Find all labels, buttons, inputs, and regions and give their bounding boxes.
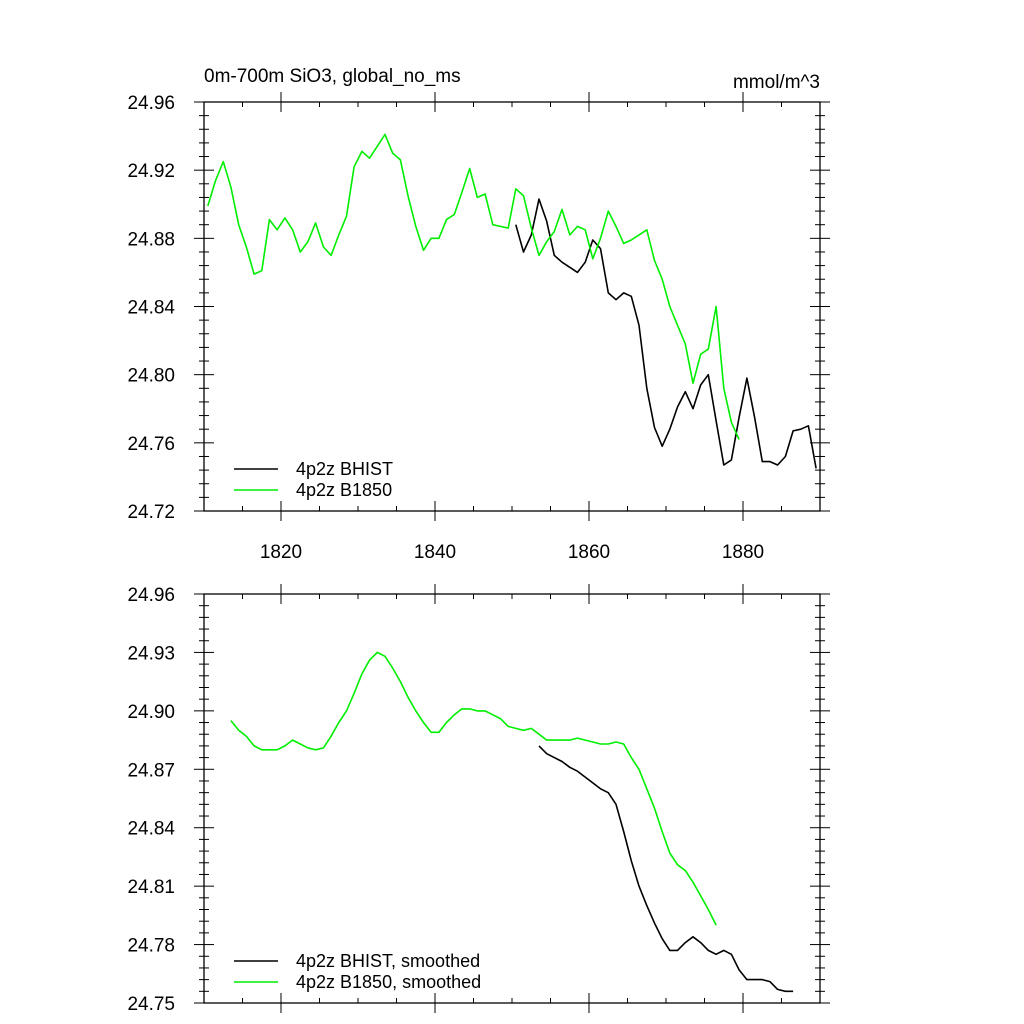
bottom-panel-y-tick-label: 24.81: [127, 877, 175, 898]
top-panel-y-tick-label: 24.88: [127, 229, 175, 250]
top-panel: 0m-700m SiO3, global_no_ms mmol/m^3 24.7…: [127, 66, 830, 563]
chart-title: 0m-700m SiO3, global_no_ms: [204, 66, 461, 87]
bottom-panel-series-line: [538, 745, 794, 993]
top-panel-legend-label: 4p2z BHIST: [296, 459, 393, 479]
top-panel-x-tick-label: 1860: [568, 542, 610, 563]
top-panel-y-tick-label: 24.84: [127, 298, 175, 319]
bottom-panel-y-tick-label: 24.78: [127, 936, 175, 957]
units-label: mmol/m^3: [733, 72, 820, 93]
bottom-panel-y-tick-label: 24.90: [127, 702, 175, 723]
top-panel-ticks: [194, 92, 830, 521]
top-panel-x-tick-label: 1880: [722, 542, 764, 563]
top-panel-series: [207, 133, 817, 469]
bottom-panel: 24.75 24.78 24.81 24.84 24.87 24.90 24.93 24.96…: [127, 584, 830, 1015]
top-panel-y-tick-label: 24.72: [127, 502, 175, 523]
top-panel-legend-label: 4p2z B1850: [296, 480, 392, 500]
top-panel-x-tick-label: 1840: [414, 542, 456, 563]
bottom-panel-ticks: [194, 584, 830, 1013]
bottom-panel-y-tick-label: 24.93: [127, 643, 175, 664]
bottom-panel-legend-label: 4p2z BHIST, smoothed: [296, 951, 480, 971]
bottom-panel-y-tick-label: 24.87: [127, 760, 175, 781]
bottom-panel-y-tick-label: 24.84: [127, 819, 175, 840]
bottom-panel-frame: [203, 593, 821, 1004]
top-panel-frame: [203, 101, 821, 512]
bottom-panel-y-tick-label: 24.96: [127, 585, 175, 606]
top-panel-y-tick-label: 24.96: [127, 93, 175, 114]
top-panel-x-tick-label: 1820: [260, 542, 302, 563]
bottom-panel-y-tick-labels: 24.75 24.78 24.81 24.84 24.87 24.90 24.93 24.96: [127, 585, 175, 1015]
top-panel-x-tick-labels: 1820 1840 1860 1880: [260, 542, 764, 563]
bottom-panel-legend-label: 4p2z B1850, smoothed: [296, 972, 481, 992]
bottom-panel-series: [230, 651, 794, 993]
top-panel-series-line: [207, 133, 740, 440]
bottom-panel-series-line: [230, 651, 717, 926]
top-panel-y-tick-label: 24.92: [127, 161, 175, 182]
bottom-panel-y-tick-label: 24.75: [127, 994, 175, 1015]
top-panel-series-line: [515, 198, 817, 469]
top-panel-y-tick-label: 24.80: [127, 366, 175, 387]
top-panel-y-tick-label: 24.76: [127, 434, 175, 455]
top-panel-y-tick-labels: 24.72 24.76 24.80 24.84 24.88 24.92 24.96: [127, 93, 175, 523]
